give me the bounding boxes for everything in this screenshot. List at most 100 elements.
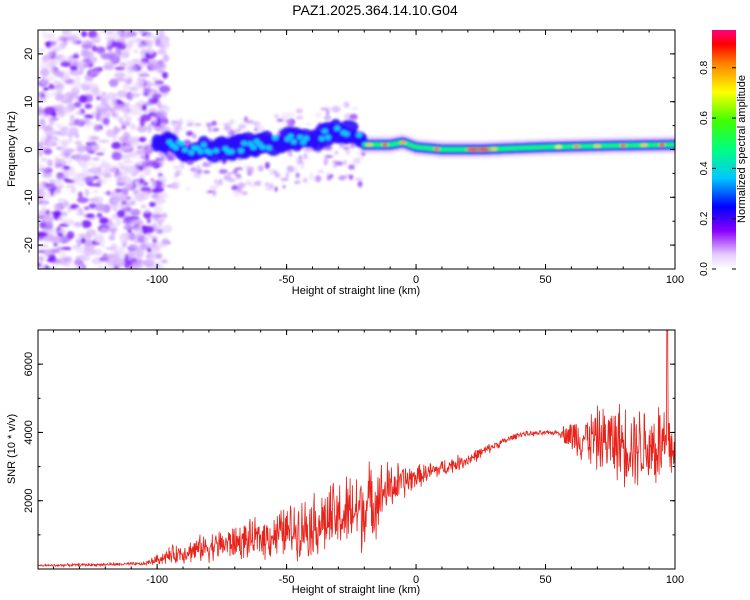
noise-blob	[140, 204, 147, 209]
noise-blob	[143, 166, 152, 174]
ridge-hotspot	[366, 143, 373, 147]
noise-blob	[146, 247, 152, 253]
noise-blob	[61, 246, 72, 251]
noise-blob	[228, 129, 236, 137]
noise-blob	[176, 181, 181, 187]
spectrogram-x-tick-label: -50	[279, 274, 295, 286]
noise-blob	[130, 123, 137, 131]
noise-blob	[143, 210, 152, 219]
ridge-hotspot	[476, 147, 491, 152]
noise-blob	[86, 122, 98, 126]
noise-blob	[120, 153, 132, 160]
noise-blob	[72, 40, 78, 45]
noise-blob	[355, 156, 365, 160]
noise-blob	[112, 41, 124, 48]
noise-blob	[124, 215, 132, 223]
noise-blob	[80, 160, 88, 168]
noise-blob	[218, 169, 228, 174]
noise-blob	[179, 117, 183, 126]
noise-blob	[123, 225, 135, 231]
noise-blob	[143, 236, 150, 245]
noise-blob	[151, 235, 158, 240]
noise-blob	[234, 173, 242, 177]
noise-blob	[164, 41, 170, 49]
noise-blob	[85, 144, 92, 153]
noise-blob	[156, 117, 161, 124]
noise-blob	[38, 140, 46, 149]
ridge-core	[166, 139, 173, 145]
noise-blob	[39, 197, 45, 202]
noise-blob	[130, 218, 142, 223]
noise-blob	[162, 54, 170, 63]
noise-blob	[41, 124, 53, 132]
noise-blob	[335, 161, 344, 166]
noise-blob	[49, 44, 59, 51]
noise-blob	[150, 83, 161, 87]
noise-blob	[58, 35, 68, 42]
noise-blob	[125, 78, 132, 85]
ridge-core	[669, 142, 675, 148]
noise-blob	[76, 145, 87, 153]
snr-x-tick-label: -50	[279, 574, 295, 586]
snr-series-line	[38, 330, 675, 569]
noise-blob	[157, 174, 162, 177]
noise-blob	[75, 119, 82, 126]
spectrogram-heatmap	[38, 30, 675, 269]
spectrogram-blobs	[38, 30, 675, 269]
noise-blob	[130, 136, 138, 144]
noise-blob	[72, 82, 83, 89]
noise-blob	[62, 151, 71, 155]
spectrogram-y-axis-label: Frequency (Hz)	[6, 111, 18, 187]
noise-blob	[76, 61, 86, 65]
noise-blob	[161, 238, 170, 245]
noise-blob	[48, 58, 59, 68]
noise-blob	[315, 112, 322, 118]
noise-blob	[38, 106, 45, 116]
noise-blob	[286, 112, 296, 117]
noise-blob	[46, 159, 53, 167]
ridge-core	[194, 145, 201, 151]
noise-blob	[119, 51, 130, 59]
noise-blob	[92, 189, 99, 194]
snr-axes: -100 -50 0 50 100 2000 4000 6000	[23, 329, 684, 586]
noise-blob	[158, 176, 165, 181]
noise-blob	[123, 113, 128, 118]
ridge-hotspot	[573, 144, 580, 149]
noise-blob	[119, 61, 127, 68]
ridge-core	[241, 140, 248, 146]
noise-blob	[152, 76, 158, 82]
noise-blob	[98, 139, 110, 143]
noise-blob	[100, 147, 107, 152]
noise-blob	[196, 165, 202, 168]
noise-blob	[93, 124, 101, 132]
noise-blob	[349, 113, 358, 121]
noise-blob	[147, 59, 159, 69]
noise-blob	[157, 48, 167, 55]
noise-blob	[83, 206, 90, 211]
noise-blob	[295, 108, 303, 114]
noise-blob	[103, 167, 112, 175]
noise-blob	[354, 177, 363, 181]
noise-blob	[208, 190, 214, 194]
snr-frame	[37, 329, 676, 570]
noise-blob	[91, 45, 97, 52]
noise-blob	[212, 189, 217, 197]
noise-blob	[295, 172, 300, 179]
colorbar-tick-label: 0.4	[699, 161, 710, 175]
noise-blob	[70, 34, 80, 39]
noise-blob	[295, 158, 303, 162]
noise-blob	[134, 102, 143, 107]
noise-blob	[123, 182, 134, 189]
noise-blob	[343, 159, 347, 166]
noise-blob	[202, 162, 211, 167]
ridge-core	[238, 148, 245, 154]
ridge-core	[197, 149, 204, 155]
noise-blob	[124, 212, 130, 217]
noise-blob	[104, 111, 112, 118]
noise-blob	[73, 101, 82, 108]
noise-blob	[118, 116, 124, 124]
noise-blob	[107, 257, 114, 267]
noise-blob	[95, 170, 106, 177]
noise-blob	[122, 50, 130, 54]
noise-blob	[38, 168, 49, 172]
